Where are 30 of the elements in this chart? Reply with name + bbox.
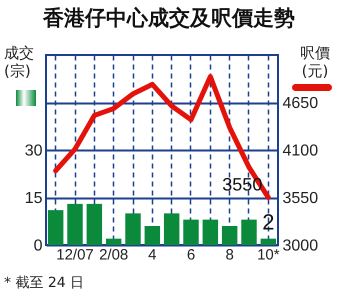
x-tick-label: 2/08 [99,246,128,264]
chart-title: 香港仔中心成交及呎價走勢 [42,5,296,32]
bar [241,220,257,245]
y-tick-label: 30 [24,142,43,160]
bar [86,204,102,245]
bar [67,204,83,245]
bar [260,238,276,245]
x-tick-label: 8 [225,246,234,264]
x-tick-label: 10* [257,246,280,264]
y2-tick-label: 3550 [282,190,318,207]
bar [202,220,218,245]
y2-tick-label: 3000 [282,238,318,254]
bar [144,226,160,245]
y-tick-label: 15 [24,190,43,207]
bar [164,213,180,245]
bar [125,213,141,245]
data-label: 2 [262,210,274,235]
bar [106,238,122,245]
y-axis-title: 成交 (宗) [4,44,34,80]
x-tick-label: 12/07 [56,246,94,264]
bar [183,220,199,245]
x-tick-label: 4 [148,246,157,264]
y2-tick-label: 4100 [282,142,318,160]
x-tick-label: 6 [186,246,196,264]
y2-tick-label: 4650 [282,95,318,112]
bar [48,210,64,245]
y-tick-label: 0 [34,238,43,254]
bar [222,226,238,245]
text: * 截至 24 日 [4,274,84,292]
y2-axis-title: 呎價 (元) [300,44,330,80]
